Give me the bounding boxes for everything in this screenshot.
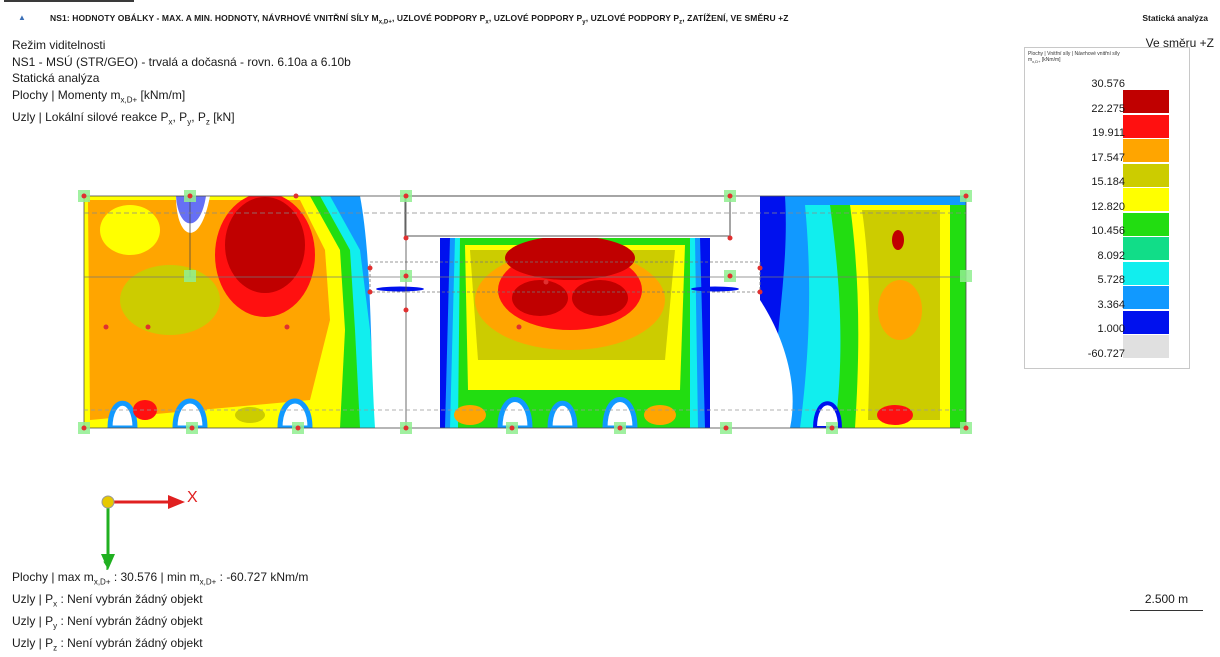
slab-left [84, 196, 406, 428]
legend-value: 19.911 [1092, 127, 1125, 139]
node-px-summary: Uzly | Px : Není vybrán žádný objekt [12, 591, 203, 609]
result-title: NS1: HODNOTY OBÁLKY - MAX. A MIN. HODNOT… [50, 13, 789, 26]
legend-swatch [1123, 139, 1169, 163]
legend-swatch [1123, 286, 1169, 310]
legend-value: 15.184 [1091, 176, 1125, 188]
legend-row: 19.911 [1025, 127, 1189, 163]
active-tab-indicator [4, 0, 134, 2]
slab-middle [440, 238, 710, 428]
legend-value: 22.275 [1091, 102, 1125, 115]
legend-value: 17.547 [1091, 151, 1125, 164]
legend-value: 3.364 [1097, 298, 1125, 311]
surface-result-label: Plochy | Momenty mx,D+ [kNm/m] [12, 87, 186, 105]
legend-swatch [1123, 90, 1169, 114]
direction-label: Ve směru +Z [1145, 36, 1214, 50]
legend-row: 10.456 [1025, 225, 1189, 261]
load-combination-label: NS1 - MSÚ (STR/GEO) - trvalá a dočasná -… [12, 54, 351, 69]
y-axis-label: Y [103, 559, 111, 573]
legend-row: 3.364 [1025, 298, 1189, 334]
node-result-label: Uzly | Lokální silové reakce Px, Py, Pz … [12, 109, 235, 127]
legend-value: 30.576 [1091, 78, 1125, 90]
beam-top [404, 195, 731, 237]
legend-row: -60.727 [1025, 348, 1189, 372]
visibility-mode-label: Režim viditelnosti [12, 38, 106, 52]
contour-plot[interactable] [0, 0, 1220, 634]
legend-row: 17.547 [1025, 151, 1189, 187]
y-axis-arrowhead-icon [101, 554, 115, 570]
legend-row: 5.728 [1025, 274, 1189, 310]
collapse-caret-icon[interactable]: ▲ [18, 13, 26, 22]
coordinate-axes: Y [101, 495, 185, 573]
legend-swatch [1123, 261, 1169, 285]
analysis-label: Statická analýza [12, 71, 100, 86]
analysis-type-label: Statická analýza [1142, 13, 1208, 23]
legend-swatch [1123, 310, 1169, 334]
legend-row: 1.000 [1025, 323, 1189, 359]
structure-outline [83, 195, 967, 429]
legend-row: 12.820 [1025, 200, 1189, 236]
slab-right [760, 196, 966, 428]
legend-swatch [1123, 188, 1169, 212]
legend-value: 5.728 [1097, 274, 1125, 286]
legend-value: 8.092 [1097, 249, 1125, 262]
legend-swatch [1123, 335, 1169, 359]
result-summary: Plochy | max mx,D+ : 30.576 | min mx,D+ … [12, 569, 308, 657]
legend-value: 12.820 [1091, 200, 1125, 213]
legend-row: 15.184 [1025, 176, 1189, 212]
origin-icon [101, 495, 115, 509]
legend-swatch [1123, 237, 1169, 261]
scale-label: 2.500 m [1144, 592, 1189, 606]
legend-row: 8.092 [1025, 249, 1189, 285]
support-markers [81, 193, 969, 431]
surface-extremes: Plochy | max mx,D+ : 30.576 | min mx,D+ … [12, 570, 309, 587]
legend-value: 10.456 [1091, 225, 1125, 237]
color-legend: Plochy | Vnitřní síly | Návrhové vnitřní… [1024, 47, 1190, 369]
legend-swatch [1123, 163, 1169, 187]
legend-value: -60.727 [1087, 347, 1125, 360]
x-axis-arrowhead-icon [168, 495, 185, 509]
view-info: Režim viditelnosti NS1 - MSÚ (STR/GEO) -… [12, 37, 351, 131]
legend-row: 30.576 [1025, 78, 1189, 114]
scale-bar [1130, 610, 1203, 611]
legend-row: 22.275 [1025, 102, 1189, 138]
legend-value: 1.000 [1097, 323, 1125, 335]
x-axis-label: X [187, 489, 198, 506]
title-bar: ▲ NS1: HODNOTY OBÁLKY - MAX. A MIN. HODN… [0, 0, 1220, 34]
node-pz-summary: Uzly | Pz : Není vybrán žádný objekt [12, 635, 203, 653]
legend-swatch [1123, 212, 1169, 236]
legend-header: Plochy | Vnitřní síly | Návrhové vnitřní… [1028, 51, 1120, 64]
legend-swatch [1123, 114, 1169, 138]
node-py-summary: Uzly | Py : Není vybrán žádný objekt [12, 613, 203, 631]
